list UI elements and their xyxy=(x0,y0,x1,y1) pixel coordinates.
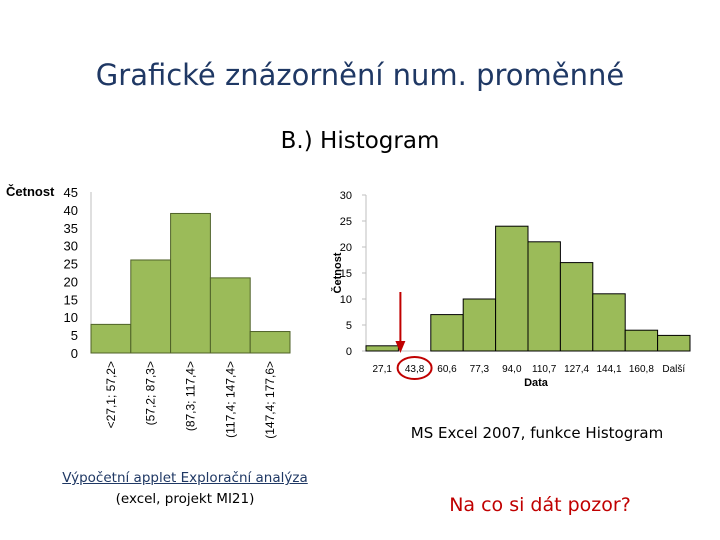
x-tick-label: 94,0 xyxy=(502,364,522,375)
y-tick-label: 20 xyxy=(64,274,78,289)
x-tick-label: 43,8 xyxy=(405,364,425,375)
excel-caption: MS Excel 2007, funkce Histogram xyxy=(410,424,664,442)
y-tick-label: 45 xyxy=(64,185,78,200)
section-subtitle: B.) Histogram xyxy=(280,128,440,154)
x-tick-label: (87,3; 117,4> xyxy=(184,361,198,431)
applet-link[interactable]: Výpočetní applet Explorační analýza xyxy=(62,470,308,486)
y-axis-title: Četnost xyxy=(331,252,344,293)
left-histogram-chart: 0 5 10 15 20 25 30 35 40 45 Četnost <27,1; 57,2> (57… xyxy=(6,184,291,439)
y-tick-label: 0 xyxy=(346,346,352,358)
y-tick-label: 15 xyxy=(64,292,78,307)
histogram-bar xyxy=(90,323,132,354)
y-tick-label: 5 xyxy=(71,328,78,343)
y-tick-label: 15 xyxy=(340,268,352,280)
y-tick-label: 5 xyxy=(346,320,352,332)
histogram-bar xyxy=(249,331,291,354)
x-tick-label: 27,1 xyxy=(372,364,392,375)
y-tick-label: 0 xyxy=(71,346,78,361)
warning-text: Na co si dát pozor? xyxy=(449,494,631,516)
slide-title: Grafické znázornění num. proměnné xyxy=(95,58,625,92)
red-arrow-head xyxy=(395,341,406,353)
histogram-bar xyxy=(559,262,594,352)
x-axis-title: Data xyxy=(524,377,549,389)
histogram-bar xyxy=(657,334,691,352)
x-tick-label: Další xyxy=(662,364,685,375)
y-tick-label: 30 xyxy=(340,190,352,202)
y-axis-title: Četnost xyxy=(6,184,55,199)
highlight-ellipse xyxy=(396,356,433,380)
histogram-bar xyxy=(130,259,172,354)
y-tick-label: 40 xyxy=(64,203,78,218)
y-tick-label: 10 xyxy=(64,310,78,325)
x-tick-label: 160,8 xyxy=(629,364,654,375)
histogram-bar xyxy=(495,225,529,352)
x-tick-label: 77,3 xyxy=(470,364,490,375)
x-tick-label: (147,4; 177,6> xyxy=(263,361,277,439)
x-tick-label: (117,4; 147,4> xyxy=(223,361,237,438)
x-tick-label: 110,7 xyxy=(532,364,557,375)
y-tick-label: 10 xyxy=(340,294,352,306)
y-tick-label: 25 xyxy=(64,257,78,272)
histogram-bar xyxy=(170,212,211,354)
y-tick-label: 35 xyxy=(64,221,78,236)
applet-note: (excel, projekt MI21) xyxy=(115,491,255,507)
y-tick-label: 20 xyxy=(340,242,352,254)
excel-histogram-chart: 0 5 10 15 20 25 30 Četnost 27,1 43,8 60,6 77,3 94,0 1… xyxy=(331,190,691,389)
x-tick-label: <27,1; 57,2> xyxy=(104,361,118,428)
histogram-bar xyxy=(527,241,561,352)
x-tick-label: 60,6 xyxy=(437,364,457,375)
y-tick-label: 30 xyxy=(64,239,78,254)
y-tick-label: 25 xyxy=(340,216,352,228)
x-tick-label: (57,2; 87,3> xyxy=(144,361,158,425)
x-tick-label: 144,1 xyxy=(596,364,621,375)
histogram-bar xyxy=(624,329,659,352)
histogram-bar xyxy=(592,293,626,352)
histogram-bar xyxy=(430,314,464,352)
histogram-bar xyxy=(209,277,251,354)
histogram-bar xyxy=(365,345,399,352)
histogram-bar xyxy=(462,298,497,352)
x-tick-label: 127,4 xyxy=(564,364,589,375)
